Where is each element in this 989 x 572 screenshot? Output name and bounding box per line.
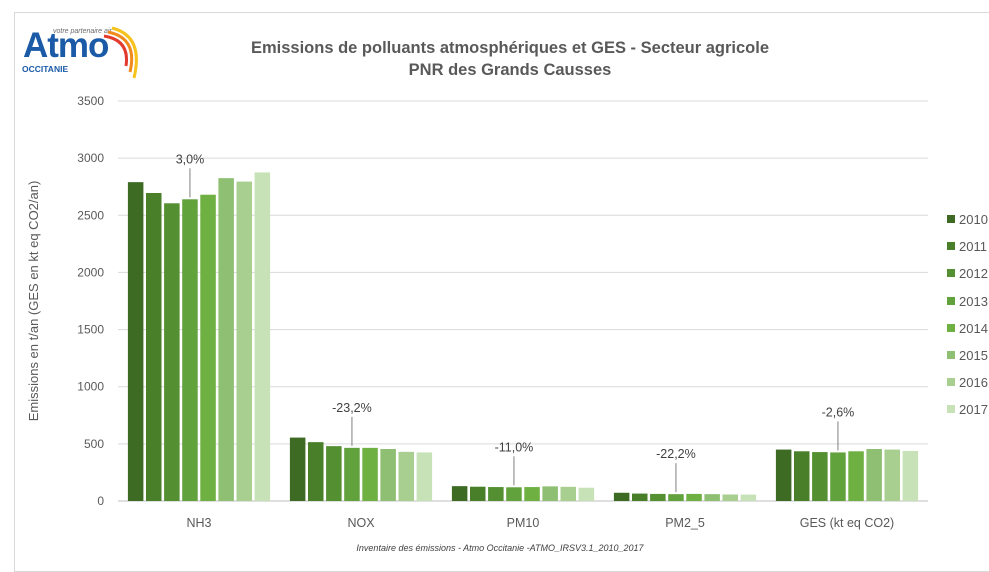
x-tick-label: NOX (347, 516, 375, 530)
bar (668, 494, 684, 501)
bar (542, 486, 558, 501)
bar (380, 449, 396, 501)
bar (416, 452, 433, 501)
bar (740, 494, 757, 501)
legend-label: 2017 (959, 402, 988, 418)
bar (254, 172, 271, 501)
legend-item: 2013 (947, 294, 988, 309)
bar (704, 494, 720, 501)
bar (866, 449, 882, 501)
bar (722, 494, 738, 501)
legend-item: 2015 (947, 348, 988, 363)
bar-chart: 0 500 1000 1500 2000 2500 3000 3500 Emissions en… (26, 94, 928, 530)
bar (236, 181, 252, 502)
bar (775, 449, 792, 501)
bar (344, 447, 360, 501)
legend-swatch (947, 351, 955, 359)
logo-wordmark: Atmo (23, 26, 109, 65)
annotation-label: -11,0% (495, 440, 534, 454)
y-tick-label: 0 (97, 494, 104, 508)
logo-region: OCCITANIE (22, 64, 69, 74)
logo-tagline: votre partenaire air (53, 28, 112, 35)
bar (560, 486, 576, 501)
x-tick-label: PM10 (507, 516, 540, 530)
bar (686, 493, 702, 501)
bar (326, 446, 342, 501)
legend-swatch (947, 296, 955, 305)
bar (362, 447, 378, 501)
x-tick-label: GES (kt eq CO2) (800, 516, 894, 530)
atmo-occitanie-logo: votre partenaire air Atmo OCCITANIE (20, 22, 138, 84)
bar (794, 451, 810, 501)
legend-label: 2010 (959, 212, 988, 227)
legend-label: 2012 (959, 266, 988, 282)
bar (182, 199, 198, 502)
y-tick-label: 3000 (77, 151, 104, 165)
legend-swatch (947, 323, 955, 332)
y-tick-label: 500 (84, 437, 104, 451)
legend-item: 2017 (947, 402, 988, 417)
y-tick-label: 2500 (77, 208, 104, 222)
y-tick-label: 2000 (77, 265, 104, 279)
annotation-label: 3,0% (176, 152, 205, 166)
bar (164, 203, 180, 502)
legend-swatch (947, 215, 955, 223)
legend-label: 2013 (959, 293, 988, 309)
bar (398, 451, 414, 501)
bar (830, 452, 846, 501)
x-tick-label: NH3 (186, 516, 211, 530)
legend-item: 2011 (947, 239, 987, 254)
legend-swatch (947, 378, 955, 387)
y-tick-label: 1000 (77, 380, 104, 394)
bar (289, 437, 306, 501)
chart-title-block: Emissions de polluants atmosphériques et… (200, 37, 820, 81)
bar (127, 182, 144, 501)
bar (218, 178, 234, 501)
bar (632, 493, 648, 501)
bar (848, 451, 864, 501)
annotation-label: -22,2% (656, 447, 696, 461)
bar (451, 486, 468, 501)
y-axis-label: Emissions en t/an (GES en kt eq CO2/an) (26, 181, 41, 422)
chart-subtitle: PNR des Grands Causses (408, 61, 612, 79)
legend-swatch (947, 242, 955, 251)
legend-label: 2016 (959, 375, 988, 391)
bar (884, 449, 900, 501)
bar (613, 492, 630, 501)
annotation-label: -2,6% (822, 405, 855, 419)
y-tick-label: 1500 (77, 323, 104, 337)
bar (200, 194, 216, 501)
bar (578, 487, 595, 501)
legend-swatch (947, 269, 955, 278)
y-tick-label: 3500 (77, 94, 104, 108)
legend-swatch (947, 405, 955, 414)
legend-label: 2014 (959, 320, 988, 336)
chart-footer-source: Inventaire des émissions - Atmo Occitani… (356, 543, 644, 553)
bar (524, 487, 540, 501)
bar (470, 486, 486, 501)
legend-item: 2010 (947, 212, 988, 227)
bar (812, 452, 828, 501)
logo-swirl-icon (103, 26, 138, 79)
bar (506, 487, 522, 501)
bar (902, 450, 919, 501)
bar (650, 493, 666, 501)
x-tick-label: PM2_5 (665, 516, 705, 530)
bar (308, 442, 324, 501)
legend-item: 2012 (947, 266, 988, 281)
legend-item: 2014 (947, 321, 988, 336)
bar (146, 193, 162, 501)
chart-title: Emissions de polluants atmosphériques et… (250, 39, 770, 57)
legend-item: 2016 (947, 375, 988, 390)
legend-label: 2011 (959, 239, 987, 255)
bar (488, 487, 504, 501)
legend-label: 2015 (959, 348, 988, 363)
annotation-label: -23,2% (332, 401, 372, 415)
